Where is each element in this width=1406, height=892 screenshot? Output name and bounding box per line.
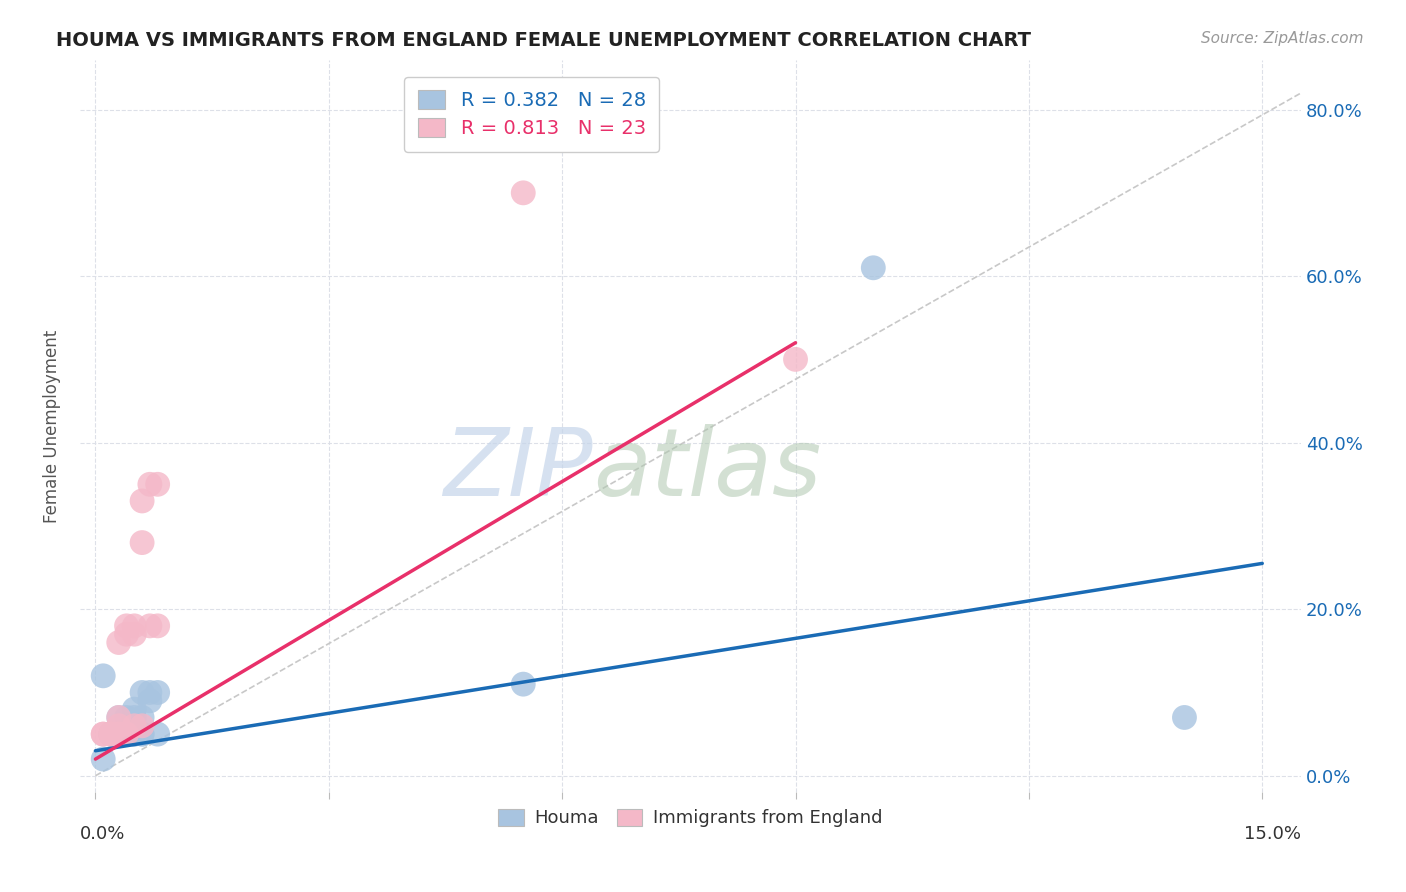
Point [100,727,122,741]
Point [124,619,146,633]
Point [115,710,138,724]
Point [107,719,129,733]
Point [131,719,153,733]
Point [107,727,129,741]
Point [91,669,114,683]
Point [91,752,114,766]
Point [115,619,138,633]
Point [131,727,153,741]
Point [512,186,534,200]
Point [131,710,153,724]
Point [146,685,169,699]
Point [115,727,138,741]
Point [131,535,153,549]
Point [100,727,122,741]
Point [115,727,138,741]
Point [100,727,122,741]
Text: HOUMA VS IMMIGRANTS FROM ENGLAND FEMALE UNEMPLOYMENT CORRELATION CHART: HOUMA VS IMMIGRANTS FROM ENGLAND FEMALE … [56,31,1031,50]
Point [131,494,153,508]
Point [785,352,807,367]
Point [124,702,146,716]
Point [131,685,153,699]
Text: 15.0%: 15.0% [1244,825,1301,844]
Point [124,727,146,741]
Point [107,635,129,649]
Point [124,719,146,733]
Legend: Houma, Immigrants from England: Houma, Immigrants from England [491,801,890,835]
Point [91,727,114,741]
Text: 0.0%: 0.0% [80,825,125,844]
Point [131,727,153,741]
Point [139,685,162,699]
Point [91,727,114,741]
Point [124,627,146,641]
Point [115,627,138,641]
Point [115,727,138,741]
Point [107,727,129,741]
Point [100,727,122,741]
Point [107,727,129,741]
Point [107,710,129,724]
Point [107,710,129,724]
Point [146,727,169,741]
Point [512,677,534,691]
Point [100,727,122,741]
Point [124,727,146,741]
Point [139,619,162,633]
Point [139,694,162,708]
Y-axis label: Female Unemployment: Female Unemployment [44,329,60,523]
Point [146,477,169,491]
Point [107,727,129,741]
Point [146,619,169,633]
Text: Source: ZipAtlas.com: Source: ZipAtlas.com [1201,31,1364,46]
Point [862,260,884,275]
Text: ZIP: ZIP [443,425,593,516]
Point [1173,710,1195,724]
Text: atlas: atlas [593,425,821,516]
Point [124,710,146,724]
Point [139,477,162,491]
Point [107,727,129,741]
